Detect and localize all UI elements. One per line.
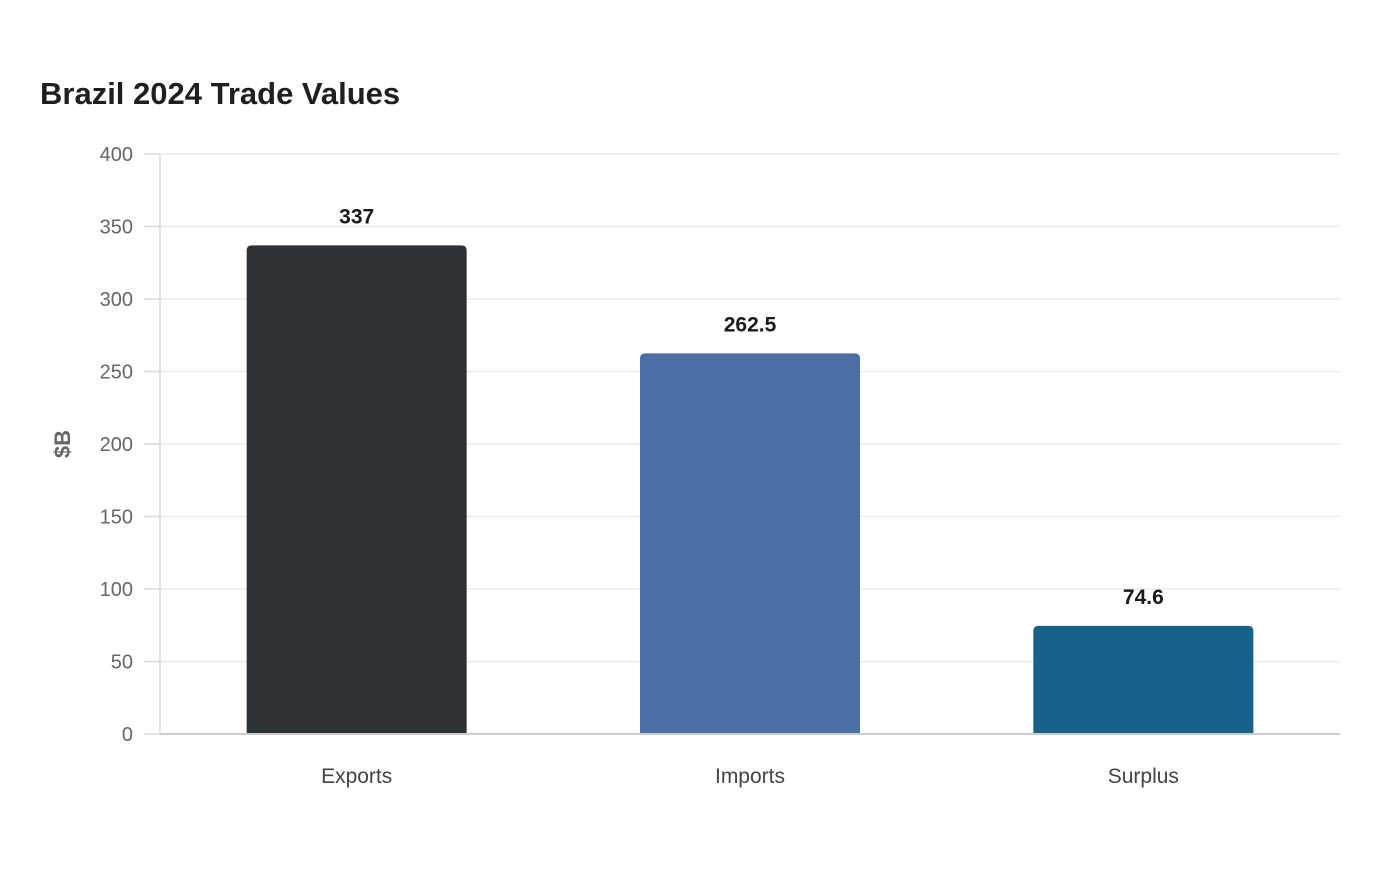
chart-title: Brazil 2024 Trade Values <box>40 76 401 111</box>
value-label-imports: 262.5 <box>724 313 777 336</box>
value-label-exports: 337 <box>339 205 374 228</box>
value-label-surplus: 74.6 <box>1123 586 1164 609</box>
x-category-label-imports: Imports <box>715 765 785 788</box>
y-tick-label: 100 <box>100 579 133 601</box>
y-tick-label: 400 <box>100 144 133 166</box>
y-tick-label: 250 <box>100 362 133 384</box>
y-tick-label: 200 <box>100 434 133 456</box>
y-axis-ticks: 0 50 100 150 200 250 300 350 400 <box>100 144 160 746</box>
bar-imports <box>640 353 860 734</box>
y-tick-label: 350 <box>100 217 133 239</box>
bars <box>246 245 1254 734</box>
value-labels: 337 262.5 74.6 <box>339 205 1164 608</box>
y-tick-label: 300 <box>100 289 133 311</box>
x-axis-category-labels: Exports Imports Surplus <box>321 765 1179 788</box>
x-category-label-exports: Exports <box>321 765 392 788</box>
y-axis-title: $B <box>50 430 75 458</box>
x-category-label-surplus: Surplus <box>1108 765 1179 788</box>
bar-surplus <box>1033 625 1254 734</box>
y-tick-label: 0 <box>122 724 133 746</box>
y-tick-label: 150 <box>100 507 133 529</box>
y-tick-label: 50 <box>111 652 133 674</box>
bar-exports <box>246 245 467 734</box>
